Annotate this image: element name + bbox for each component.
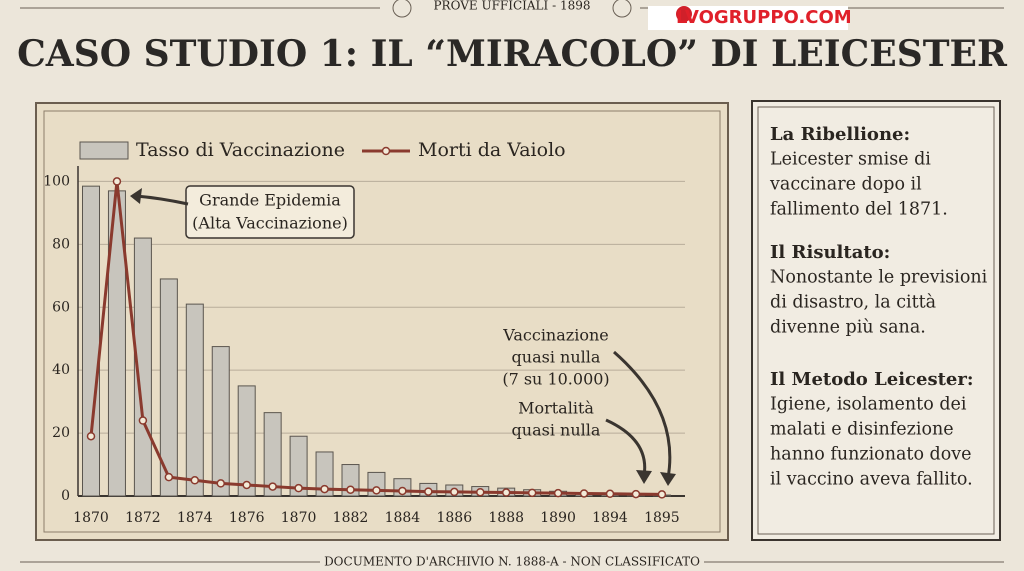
annotation: (Alta Vaccinazione) <box>192 214 348 233</box>
line-marker <box>424 487 433 496</box>
arrow <box>613 350 672 479</box>
y-tick-label: 80 <box>52 236 70 252</box>
sidebar-text: divenne più sana. <box>770 318 926 338</box>
legend-label: Morti da Vaiolo <box>418 139 566 161</box>
annotation: Vaccinazione <box>502 326 608 345</box>
line-marker <box>527 488 537 498</box>
x-tick-label: 1872 <box>125 510 161 526</box>
chart: 0 20 40 60 80 100 1870 1872 1874 1876 1870 1882 1884… <box>43 139 685 526</box>
line-marker <box>553 488 563 498</box>
sidebar-frame <box>757 106 995 535</box>
footer: DOCUMENTO D'ARCHIVIO N. 1888-A - NON CLA… <box>324 555 700 569</box>
line-marker <box>372 486 381 495</box>
annotation: (7 su 10.000) <box>502 370 609 389</box>
x-tick-label: 1886 <box>436 510 472 526</box>
x-tick-label: 1876 <box>229 510 265 526</box>
line-marker <box>268 482 277 491</box>
line-marker <box>476 487 485 497</box>
arrow <box>605 418 647 477</box>
sidebar-text: fallimento del 1871. <box>770 200 948 220</box>
line-marker <box>242 480 251 490</box>
line-marker <box>579 489 589 498</box>
sidebar-text: hanno funzionato dove <box>770 445 972 465</box>
legend-label: Tasso di Vaccinazione <box>136 139 345 161</box>
chart-frame <box>43 110 721 533</box>
x-tick-label: 1895 <box>644 510 680 526</box>
annotation-box <box>185 185 355 239</box>
legend-swatch <box>79 141 129 160</box>
line-marker <box>112 177 122 186</box>
watermark: LVOGRUPPO.COM <box>676 7 852 28</box>
bar <box>82 185 100 497</box>
sidebar-text: malati e disinfezione <box>770 420 954 440</box>
line-marker <box>216 479 225 488</box>
bar <box>159 278 178 497</box>
x-tick-label: 1888 <box>488 510 524 526</box>
arrow-head <box>636 470 652 484</box>
sidebar-text: di disastro, la città <box>770 293 936 313</box>
x-tick-label: 1890 <box>540 510 576 526</box>
watermark-logo <box>676 6 692 22</box>
line-marker <box>346 485 355 494</box>
x-tick-label: 1894 <box>592 510 628 526</box>
annotation: quasi nulla <box>512 348 601 367</box>
x-tick-label: 1870 <box>73 510 109 526</box>
bar <box>237 385 256 497</box>
sidebar-text: il vaccino aveva fallito. <box>770 470 973 490</box>
sidebar-text: Nonostante le previsioni <box>770 268 988 288</box>
bar <box>211 346 230 497</box>
y-tick-label: 0 <box>61 488 70 504</box>
arrow-head <box>130 188 142 204</box>
annotation: quasi nulla <box>512 421 601 440</box>
sidebar-heading: La Ribellione: <box>770 124 910 145</box>
sidebar-text: Leicester smise di <box>770 150 931 170</box>
sidebar: La Ribellione: Leicester smise di vaccinar… <box>769 124 988 490</box>
bar <box>315 451 334 497</box>
sidebar-heading: Il Risultato: <box>770 242 890 263</box>
line-marker <box>501 488 511 497</box>
annotation: Grande Epidemia <box>199 191 341 210</box>
legend-swatch <box>381 146 391 156</box>
sidebar-text: vaccinare dopo il <box>769 175 922 195</box>
line-marker <box>320 484 329 494</box>
line-marker <box>450 487 459 497</box>
sidebar-heading: Il Metodo Leicester: <box>770 369 973 390</box>
x-tick-label: 1870 <box>281 510 317 526</box>
y-tick-label: 60 <box>52 299 70 315</box>
line-marker <box>164 472 174 482</box>
line-marker <box>138 416 148 425</box>
line-marker <box>657 490 667 499</box>
line-marker <box>631 489 641 499</box>
x-tick-label: 1884 <box>385 510 421 526</box>
bar <box>289 435 308 497</box>
seal <box>612 0 632 18</box>
line-marker <box>398 486 407 496</box>
y-tick-label: 40 <box>52 362 70 378</box>
line-marker <box>86 431 96 441</box>
sidebar-panel <box>751 100 1001 541</box>
sidebar-text: Igiene, isolamento dei <box>770 395 967 415</box>
line-marker <box>605 489 615 499</box>
seal <box>392 0 412 18</box>
arrow-head <box>660 472 676 486</box>
x-tick-label: 1874 <box>177 510 213 526</box>
line-marker <box>294 483 303 493</box>
bar <box>263 412 282 497</box>
y-tick-label: 20 <box>52 425 70 441</box>
y-tick-label: 100 <box>43 173 70 189</box>
page-title: CASO STUDIO 1: IL “MIRACOLO” DI LEICESTE… <box>17 33 1008 75</box>
line-marker <box>190 476 200 485</box>
x-tick-label: 1882 <box>333 510 369 526</box>
kicker: PROVE UFFICIALI - 1898 <box>433 0 590 13</box>
annotation: Mortalità <box>518 399 594 418</box>
bar <box>185 303 204 497</box>
